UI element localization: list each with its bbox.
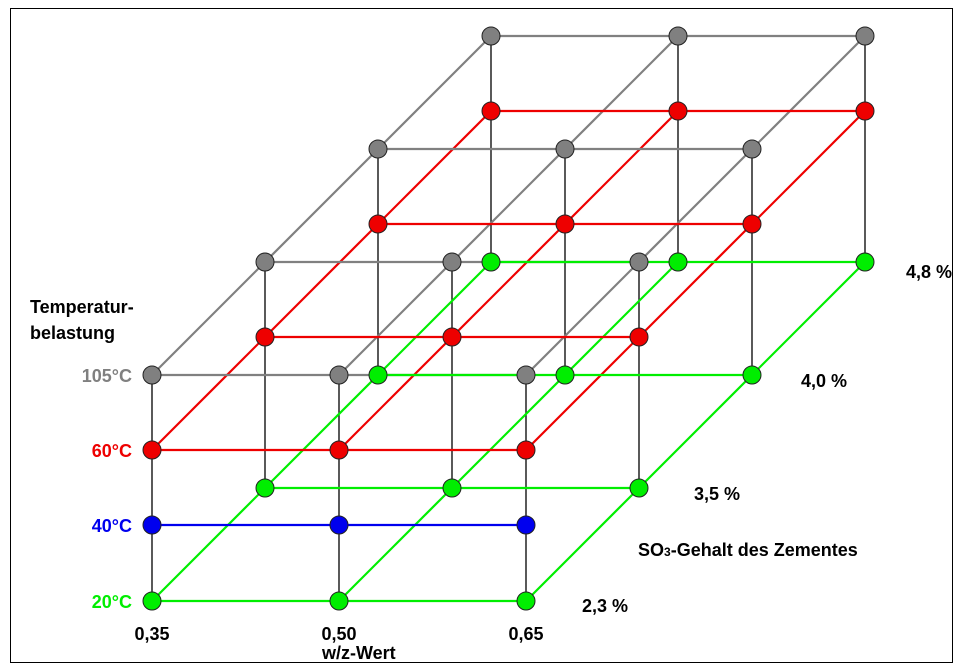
depth-line <box>751 110 866 225</box>
depth-line <box>151 336 266 451</box>
y-axis-title-line1: Temperatur- <box>30 297 134 317</box>
grid-node <box>329 440 349 460</box>
grid-node <box>855 26 875 46</box>
depth-line <box>638 223 753 338</box>
depth-line <box>525 487 640 602</box>
depth-line <box>451 148 566 263</box>
grid-node <box>481 26 501 46</box>
y-axis-title-line2: belastung <box>30 323 115 343</box>
grid-node <box>368 139 388 159</box>
grid-node <box>668 252 688 272</box>
grid-node <box>855 252 875 272</box>
z-axis-title-suffix: -Gehalt des Zementes <box>671 540 858 560</box>
wz-tick-label: 0,50 <box>321 624 356 644</box>
grid-node <box>255 478 275 498</box>
depth-line <box>451 374 566 489</box>
depth-line <box>564 261 679 376</box>
grid-node <box>555 214 575 234</box>
so3-tick-label: 2,3 % <box>582 596 628 616</box>
depth-line <box>377 35 492 150</box>
grid-node <box>855 101 875 121</box>
grid-node <box>742 139 762 159</box>
grid-node <box>742 365 762 385</box>
grid-nodes <box>142 26 875 611</box>
grid-node <box>668 26 688 46</box>
grid-node <box>481 252 501 272</box>
grid-node <box>516 515 536 535</box>
depth-line <box>338 261 453 376</box>
depth-line <box>151 261 266 376</box>
grid-node <box>329 591 349 611</box>
grid-node <box>516 365 536 385</box>
grid-node <box>742 214 762 234</box>
grid-node <box>142 365 162 385</box>
depth-line <box>564 35 679 150</box>
grid-node <box>142 591 162 611</box>
so3-tick-label: 4,0 % <box>801 371 847 391</box>
temperature-label: 40°C <box>92 516 132 536</box>
grid-node <box>142 515 162 535</box>
depth-line <box>564 110 679 225</box>
grid-node <box>442 478 462 498</box>
x-axis-title: w/z-Wert <box>321 643 396 663</box>
grid-node <box>629 327 649 347</box>
depth-line <box>525 261 640 376</box>
depth-line <box>338 336 453 451</box>
depth-line <box>638 148 753 263</box>
depth-line <box>638 374 753 489</box>
grid-node <box>555 365 575 385</box>
wz-tick-label: 0,65 <box>508 624 543 644</box>
grid-node <box>255 327 275 347</box>
grid-node <box>481 101 501 121</box>
so3-tick-label: 4,8 % <box>906 262 952 282</box>
z-axis-title: SO3-Gehalt des Zementes <box>638 540 858 560</box>
grid-node <box>668 101 688 121</box>
wz-tick-labels: 0,35 0,50 0,65 <box>134 624 543 644</box>
depth-line <box>377 110 492 225</box>
grid-node <box>255 252 275 272</box>
grid-lines <box>151 34 866 603</box>
depth-line <box>264 374 379 489</box>
z-axis-title-sub: 3 <box>664 545 671 559</box>
grid-node <box>442 252 462 272</box>
grid-node <box>555 139 575 159</box>
diagram-frame <box>10 8 953 663</box>
depth-line <box>751 35 866 150</box>
grid-node <box>329 365 349 385</box>
grid-node <box>442 327 462 347</box>
depth-line <box>377 261 492 376</box>
depth-line <box>451 223 566 338</box>
temperature-label: 105°C <box>82 366 132 386</box>
grid-node <box>142 440 162 460</box>
temperature-labels: 20°C 40°C 60°C 105°C <box>82 366 132 612</box>
grid-node <box>629 478 649 498</box>
temperature-label: 60°C <box>92 441 132 461</box>
depth-line <box>751 261 866 376</box>
depth-line <box>151 487 266 602</box>
so3-tick-labels: 2,3 % 3,5 % 4,0 % 4,8 % <box>582 262 952 616</box>
depth-line <box>264 223 379 338</box>
so3-tick-label: 3,5 % <box>694 484 740 504</box>
grid-node <box>516 440 536 460</box>
depth-line <box>264 148 379 263</box>
grid-node <box>516 591 536 611</box>
z-axis-title-prefix: SO <box>638 540 664 560</box>
grid-node <box>368 214 388 234</box>
grid-node <box>368 365 388 385</box>
temperature-label: 20°C <box>92 592 132 612</box>
wz-tick-label: 0,35 <box>134 624 169 644</box>
depth-line <box>338 487 453 602</box>
grid-node <box>629 252 649 272</box>
depth-line <box>525 336 640 451</box>
grid-node <box>329 515 349 535</box>
